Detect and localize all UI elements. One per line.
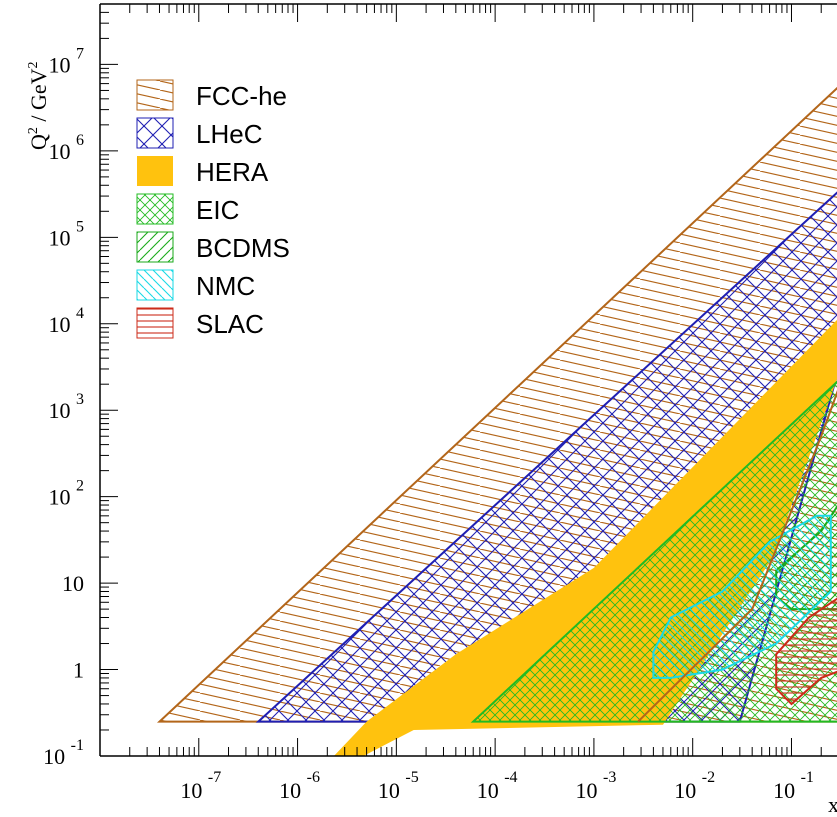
y-axis-label-base: Q	[26, 134, 51, 150]
x-tick-label-base: 10	[477, 778, 505, 803]
x-tick-label: 10 -2	[674, 769, 715, 803]
x-tick-label-base: 10	[674, 778, 702, 803]
x-tick-label: 10 -1	[773, 769, 814, 803]
region-slac	[775, 597, 837, 706]
x-tick-label-exp: -3	[603, 769, 616, 786]
legend-label-slac: SLAC	[196, 309, 264, 339]
y-tick-label: 10	[62, 571, 84, 596]
y-tick-label-base: 10	[49, 485, 77, 510]
y-axis-label-mid: / GeV	[26, 68, 51, 127]
legend-label-nmc: NMC	[196, 271, 255, 301]
legend: FCC-he LHeC HERA EIC BCDMS NMC SLAC	[136, 79, 290, 339]
legend-swatch-bcdms	[136, 231, 174, 263]
legend-swatch-eic	[136, 193, 174, 225]
y-tick-label: 10 6	[49, 132, 85, 164]
legend-swatch-nmc	[136, 269, 174, 301]
y-tick-label-base: 10	[49, 398, 77, 423]
y-tick-label-base: 10	[49, 139, 77, 164]
y-tick-label: 10 -1	[43, 737, 84, 769]
y-tick-label: 10 4	[49, 305, 85, 337]
y-tick-label: 10 5	[49, 218, 85, 250]
x-tick-label-exp: -7	[208, 769, 221, 786]
y-tick-label: 1	[73, 658, 84, 683]
boundary-line	[637, 390, 837, 723]
x-tick-label-exp: -1	[801, 769, 814, 786]
legend-label-fcc-he: FCC-he	[196, 81, 287, 111]
y-tick-label: 10 7	[49, 45, 85, 77]
axes	[99, 3, 837, 757]
y-tick-label-base: 10	[43, 744, 71, 769]
y-tick-label-exp: 5	[76, 218, 84, 235]
x-tick-label-base: 10	[279, 778, 307, 803]
y-tick-label-base: 10	[49, 52, 77, 77]
x-tick-label-exp: -2	[702, 769, 715, 786]
x-tick-label-base: 10	[180, 778, 208, 803]
legend-swatch-slac	[136, 307, 174, 339]
legend-swatch-hera	[137, 156, 173, 186]
y-tick-label-exp: 3	[76, 391, 84, 408]
legend-swatch-fcc-he	[136, 79, 174, 111]
y-tick-label-exp: 7	[76, 45, 84, 62]
y-tick-label-exp: 4	[76, 305, 84, 322]
legend-label-bcdms: BCDMS	[196, 233, 290, 263]
x-tick-label: 10 -7	[180, 769, 221, 803]
x-tick-label-exp: -5	[405, 769, 418, 786]
y-axis-label-sup1: 2	[26, 127, 41, 134]
legend-label-lhec: LHeC	[196, 119, 262, 149]
x-tick-label-exp: -4	[504, 769, 517, 786]
legend-label-hera: HERA	[196, 157, 269, 187]
y-tick-label-exp: 2	[76, 478, 84, 495]
ticks: 10 -710 -610 -510 -410 -310 -210 -110 -1…	[43, 3, 822, 803]
boundary-line-layer	[637, 390, 837, 723]
legend-label-eic: EIC	[196, 195, 239, 225]
y-axis-label-sup2: 2	[26, 61, 41, 68]
plot-regions	[156, 86, 837, 756]
y-tick-label-base: 10	[49, 312, 77, 337]
x-tick-label-exp: -6	[307, 769, 320, 786]
region-nmc	[652, 514, 832, 679]
x-tick-label-base: 10	[378, 778, 406, 803]
y-axis-label: Q2 / GeV2	[26, 61, 51, 150]
y-tick-label-exp: 6	[76, 132, 84, 149]
x-tick-label-base: 10	[576, 778, 604, 803]
x-tick-label: 10 -4	[477, 769, 518, 803]
legend-swatch-lhec	[136, 117, 174, 149]
x-tick-label: 10 -6	[279, 769, 320, 803]
y-tick-label-base: 10	[49, 225, 77, 250]
x-axis-label: x	[828, 792, 837, 817]
y-tick-label: 10 3	[49, 391, 85, 423]
x-tick-label-base: 10	[773, 778, 801, 803]
x-tick-label: 10 -3	[576, 769, 617, 803]
y-tick-label-exp: -1	[71, 737, 84, 754]
y-tick-label: 10 2	[49, 478, 85, 510]
x-tick-label: 10 -5	[378, 769, 419, 803]
